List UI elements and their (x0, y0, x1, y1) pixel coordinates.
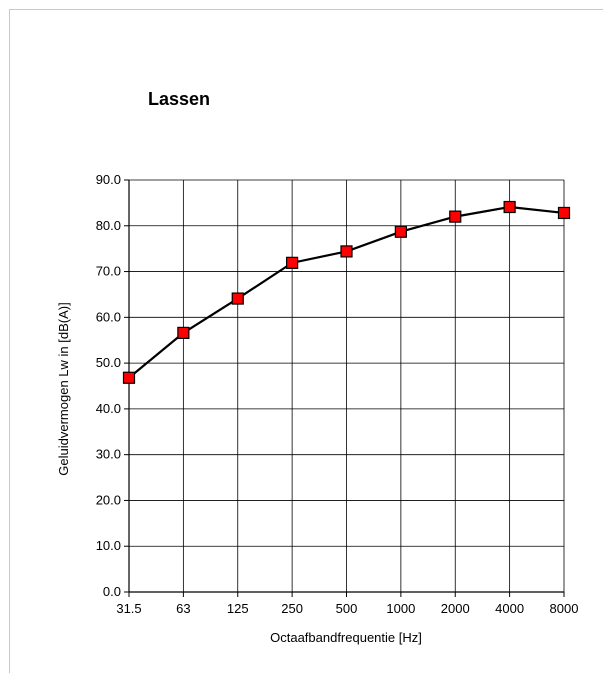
y-tick-label: 10.0 (96, 538, 121, 553)
x-tick-label: 31.5 (116, 601, 141, 616)
y-tick-label: 0.0 (103, 584, 121, 599)
x-tick-label: 500 (336, 601, 358, 616)
y-tick-label: 90.0 (96, 172, 121, 187)
y-tick-label: 50.0 (96, 355, 121, 370)
data-point-marker (231, 292, 244, 305)
x-tick-label: 63 (176, 601, 190, 616)
y-axis-label: Geluidvermogen Lw in [dB(A)] (56, 302, 71, 475)
chart-title: Lassen (148, 89, 211, 109)
data-point-marker (449, 210, 462, 223)
data-point-marker (286, 256, 299, 269)
y-tick-label: 60.0 (96, 309, 121, 324)
x-axis-label: Octaafbandfrequentie [Hz] (270, 630, 422, 645)
x-tick-label: 250 (281, 601, 303, 616)
chart-frame (9, 9, 603, 673)
axes (124, 179, 565, 597)
data-point-marker (177, 326, 190, 339)
y-tick-label: 70.0 (96, 264, 121, 279)
data-markers (122, 200, 571, 384)
data-point-marker (394, 225, 407, 238)
x-tick-label: 1000 (386, 601, 415, 616)
data-point-marker (503, 200, 516, 214)
x-tick-labels: 31.5 63 125 250 500 1000 2000 4000 8000 (116, 601, 578, 616)
x-tick-label: 4000 (495, 601, 524, 616)
y-tick-label: 40.0 (96, 401, 121, 416)
y-tick-label: 30.0 (96, 447, 121, 462)
x-tick-label: 8000 (550, 601, 579, 616)
data-point-marker (340, 245, 353, 258)
data-point-marker (122, 371, 136, 384)
x-tick-label: 2000 (441, 601, 470, 616)
x-tick-label: 125 (227, 601, 249, 616)
data-point-marker (557, 206, 571, 220)
y-tick-label: 80.0 (96, 218, 121, 233)
y-tick-labels: 0.0 10.0 20.0 30.0 40.0 50.0 60.0 70.0 80.0 90.0 (96, 172, 121, 599)
grid-lines (128, 179, 565, 593)
y-tick-label: 20.0 (96, 492, 121, 507)
